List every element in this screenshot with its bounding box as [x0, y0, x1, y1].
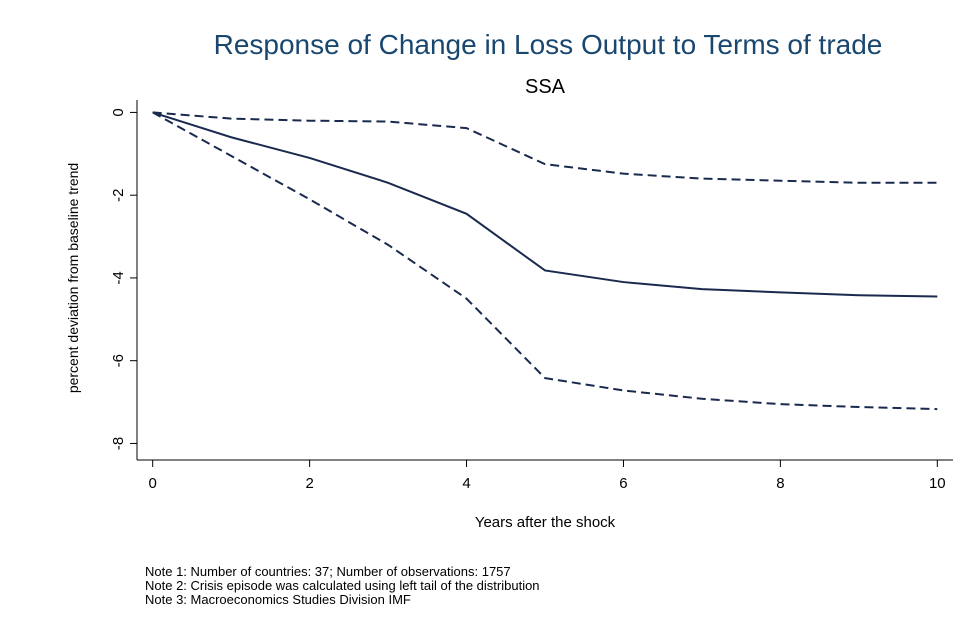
chart-subtitle: SSA	[525, 76, 566, 98]
series-line	[152, 111, 938, 184]
y-axis-label: percent deviation from baseline trend	[65, 163, 81, 393]
y-tick-label: -2	[110, 189, 127, 202]
y-tick-label: -6	[110, 354, 127, 367]
x-tick-label: 6	[619, 475, 627, 492]
series-line	[152, 111, 938, 411]
x-tick-label: 2	[305, 475, 313, 492]
note: Note 3: Macroeconomics Studies Division …	[145, 592, 411, 607]
series-line	[152, 111, 938, 298]
y-tick-label: 0	[110, 108, 127, 116]
x-tick-label: 4	[462, 475, 470, 492]
y-tick-label: -8	[110, 437, 127, 450]
x-tick-label: 0	[149, 475, 157, 492]
note: Note 2: Crisis episode was calculated us…	[145, 578, 540, 593]
x-tick-label: 10	[929, 475, 946, 492]
chart-title: Response of Change in Loss Output to Ter…	[214, 29, 883, 60]
x-tick-label: 8	[776, 475, 784, 492]
x-axis-label: Years after the shock	[475, 514, 616, 531]
note: Note 1: Number of countries: 37; Number …	[145, 564, 511, 579]
y-tick-label: -4	[110, 271, 127, 284]
